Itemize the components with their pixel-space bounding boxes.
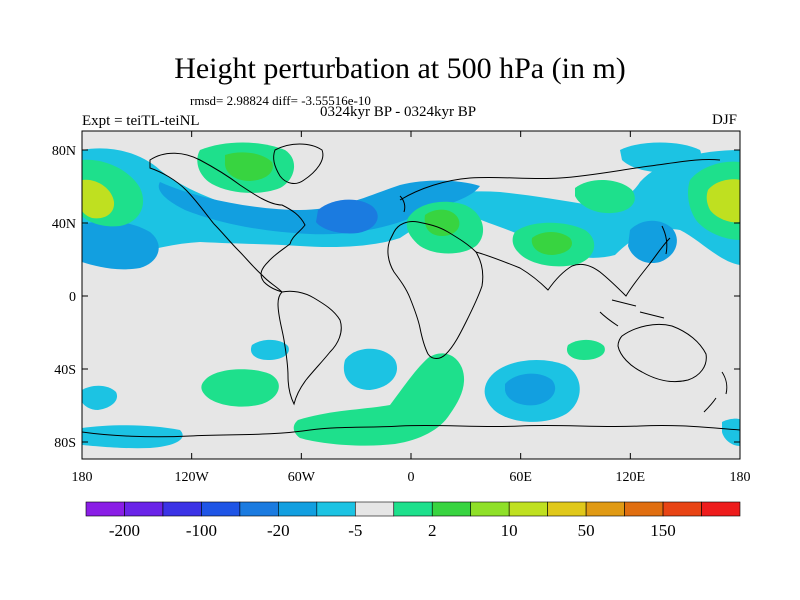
lon-label: 0 [408,470,415,485]
colorbar-swatch [470,501,510,517]
colorbar-swatch [662,501,702,517]
colorbar-swatch [316,501,356,517]
coast-southeast-asia-islands [599,299,665,327]
stats-text: rmsd= 2.98824 diff= -3.55516e-10 [190,93,371,108]
colorbar-label: 10 [501,521,518,540]
asia-green-core [531,232,572,255]
coast-eurasia-north [399,158,721,201]
longitude-labels: 180 120W 60W 0 60E 120E 180 [72,470,751,485]
coast-south-america [277,290,342,406]
south-indian-green-patch [566,339,605,360]
north-siberia-green-anomaly [575,179,635,214]
lon-label: 120E [616,470,646,485]
lat-label: 40S [54,363,76,378]
colorbar-swatch [278,501,318,517]
colorbar-labels: -200 -100 -20 -5 2 10 50 150 [109,521,676,540]
period-label: 0324kyr BP - 0324kyr BP [320,104,477,120]
indian-ocean-blue-core [505,373,556,406]
colorbar-label: -5 [348,521,362,540]
colorbar-swatch [547,501,587,517]
colorbar-label: 150 [650,521,676,540]
pacific-blue-lobe [82,220,159,270]
map-field [82,131,740,459]
lat-label: 80N [52,144,76,159]
south-atlantic-blue-patch [343,348,398,390]
coast-antarctica [82,424,740,438]
colorbar-label: 2 [428,521,437,540]
south-atlantic-green-band [293,353,465,446]
colorbar-swatch [354,501,395,517]
colorbar-swatch [431,501,472,517]
coast-africa-europe [387,221,484,359]
coast-north-america [149,152,306,293]
south-america-blue-patch [82,385,118,410]
colorbar-swatch [393,501,433,517]
lat-label: 40N [52,217,76,232]
colorbar-label: -100 [186,521,217,540]
coast-new-zealand [703,371,728,413]
colorbar-swatch [239,501,279,517]
colorbar-swatch [508,501,548,517]
lon-label: 120W [175,470,210,485]
experiment-label: Expt = teiTL-teiNL [82,113,200,129]
nh-mid-blue-band [158,180,480,235]
season-label: DJF [712,112,738,128]
lon-label: 60W [288,470,316,485]
axis-ticks [81,131,741,459]
lon-label: 180 [730,470,751,485]
coast-asia-south [475,237,671,297]
map-title: Height perturbation at 500 hPa (in m) [174,52,626,85]
colorbar-swatch [124,501,164,517]
east-pacific-yellow-core [706,179,740,223]
coast-british-isles [399,195,406,213]
europe-green-core [424,209,460,236]
canada-green-core [224,152,273,181]
west-pacific-yellow-core [82,179,115,219]
colorbar-swatch [85,501,125,517]
colorbar-swatch [201,501,241,517]
south-pacific-green-patch [201,369,279,407]
colorbar-swatch [585,501,625,517]
lon-label: 60E [509,470,532,485]
lon-label: 180 [72,470,93,485]
south-pacific-blue-patch [250,339,289,360]
colorbar [85,501,741,517]
colorbar-label: 50 [578,521,595,540]
coastlines [82,143,740,438]
east-antarctic-blue-patch [722,418,740,446]
north-atlantic-blue-core [316,199,378,234]
latitude-labels: 80N 40N 0 40S 80S [52,144,76,451]
arctic-blue-patch [620,142,701,173]
colorbar-label: -200 [109,521,140,540]
colorbar-swatch [624,501,664,517]
coast-japan [661,225,668,255]
coast-australia [617,323,707,383]
lat-label: 80S [54,436,76,451]
colorbar-swatch [162,501,202,517]
colorbar-swatch [701,501,741,517]
lat-label: 0 [69,290,76,305]
colorbar-label: -20 [267,521,290,540]
coast-greenland [273,143,324,184]
